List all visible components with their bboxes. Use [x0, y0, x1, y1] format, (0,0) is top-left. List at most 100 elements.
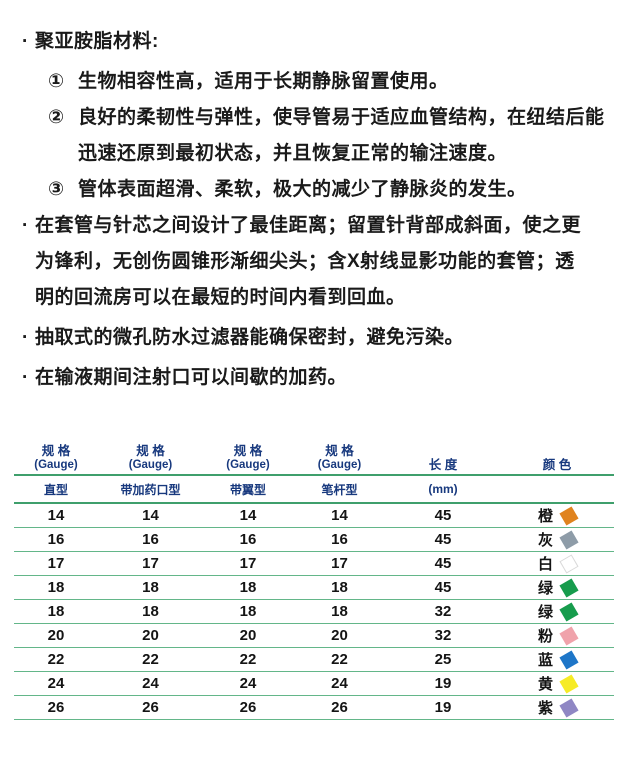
gauge-cell: 17 [239, 555, 257, 572]
gauge-sub-label: (Gauge) [128, 459, 173, 471]
gauge-cell: 18 [331, 603, 348, 620]
gauge-cell: 16 [239, 531, 257, 548]
table-row: 24 24 24 24 19 黄 [14, 672, 614, 696]
color-cell: 灰 [500, 529, 614, 550]
color-swatch-icon [559, 505, 579, 526]
gauge-cell: 16 [331, 531, 348, 548]
gauge-sub-label: (Gauge) [34, 459, 78, 471]
gauge-cell: 24 [331, 675, 348, 692]
type-header-injection-port: 带加药口型 [120, 482, 181, 497]
numbered-item-text: 良好的柔韧性与弹性，使导管易于适应血管结构，在纽结后能迅速还原到最初状态，并且恢… [78, 107, 605, 164]
gauge-cell: 18 [331, 579, 348, 596]
color-cell: 粉 [500, 625, 614, 646]
gauge-cell: 20 [47, 627, 65, 644]
gauge-cell: 17 [47, 555, 65, 572]
gauge-label: 规 格 [325, 444, 354, 458]
gauge-cell: 26 [142, 699, 159, 716]
gauge-cell: 18 [239, 603, 257, 620]
gauge-cell: 22 [239, 651, 257, 668]
gauge-cell: 20 [331, 627, 348, 644]
length-cell: 45 [434, 507, 452, 524]
gauge-cell: 18 [142, 603, 159, 620]
paragraph-text: 在输液期间注射口可以间歇的加药。 [35, 367, 348, 388]
length-unit-header: (mm) [428, 482, 458, 496]
table-header-row-1: 规 格 (Gauge) 规 格 (Gauge) 规 格 (Gauge) 规 格 … [14, 436, 614, 476]
type-header-straight: 直型 [43, 482, 68, 497]
gauge-cell: 20 [142, 627, 159, 644]
color-name-label: 绿 [537, 604, 553, 621]
table-row: 18 18 18 18 45 绿 [14, 576, 614, 600]
numbered-item: ① 生物相容性高，适用于长期静脉留置使用。 [48, 64, 633, 100]
color-cell: 黄 [500, 673, 614, 694]
color-swatch-icon [559, 649, 579, 670]
bullet-marker: · [22, 367, 29, 388]
gauge-cell: 26 [239, 699, 257, 716]
gauge-cell: 24 [47, 675, 65, 692]
color-name-label: 蓝 [537, 652, 553, 669]
gauge-cell: 17 [331, 555, 348, 572]
circled-number-marker: ① [48, 71, 65, 92]
color-name-label: 白 [537, 556, 553, 573]
color-swatch-icon [559, 529, 579, 550]
gauge-cell: 24 [142, 675, 159, 692]
table-row: 20 20 20 20 32 粉 [14, 624, 614, 648]
numbered-item-text: 管体表面超滑、柔软，极大的减少了静脉炎的发生。 [78, 179, 527, 200]
numbered-item-text: 生物相容性高，适用于长期静脉留置使用。 [78, 71, 449, 92]
gauge-cell: 17 [142, 555, 159, 572]
table-body: 14 14 14 14 45 橙 16 16 16 16 45 灰 17 17 17 17 45 白 18 18 18 1… [14, 504, 614, 720]
bullet-marker: · [22, 215, 29, 236]
color-swatch-icon [559, 577, 579, 598]
length-cell: 19 [434, 699, 452, 716]
table-row: 16 16 16 16 45 灰 [14, 528, 614, 552]
gauge-cell: 26 [47, 699, 65, 716]
color-cell: 蓝 [500, 649, 614, 670]
gauge-cell: 18 [239, 579, 257, 596]
color-name-label: 黄 [537, 676, 553, 693]
length-cell: 19 [434, 675, 452, 692]
bullet-paragraph: · 抽取式的微孔防水过滤器能确保密封，避免污染。 [22, 320, 633, 356]
table-row: 14 14 14 14 45 橙 [14, 504, 614, 528]
bullet-paragraph: · 在套管与针芯之间设计了最佳距离；留置针背部成斜面，使之更为锋利，无创伤圆锥形… [22, 208, 633, 316]
gauge-cell: 18 [142, 579, 159, 596]
numbered-item: ③ 管体表面超滑、柔软，极大的减少了静脉炎的发生。 [48, 172, 633, 208]
color-cell: 白 [500, 553, 614, 574]
length-cell: 45 [434, 555, 452, 572]
gauge-cell: 22 [331, 651, 348, 668]
gauge-cell: 26 [331, 699, 348, 716]
type-header-winged: 带翼型 [229, 482, 266, 497]
col-header-gauge-straight: 规 格 (Gauge) [14, 444, 98, 472]
length-cell: 45 [434, 531, 452, 548]
gauge-cell: 18 [47, 603, 65, 620]
gauge-cell: 22 [142, 651, 159, 668]
color-cell: 橙 [500, 505, 614, 526]
gauge-cell: 20 [239, 627, 257, 644]
spec-table: 规 格 (Gauge) 规 格 (Gauge) 规 格 (Gauge) 规 格 … [14, 436, 614, 720]
color-name-label: 紫 [537, 700, 553, 717]
gauge-sub-label: (Gauge) [226, 459, 270, 471]
gauge-cell: 16 [47, 531, 65, 548]
bullet-paragraph: · 聚亚胺脂材料: [22, 24, 633, 60]
color-name-label: 橙 [537, 508, 553, 525]
col-header-gauge-port: 规 格 (Gauge) [98, 444, 203, 472]
length-cell: 32 [434, 603, 452, 620]
gauge-cell: 14 [331, 507, 348, 524]
color-swatch-icon [559, 601, 579, 622]
gauge-cell: 14 [142, 507, 159, 524]
circled-number-marker: ② [48, 107, 65, 128]
circled-number-marker: ③ [48, 179, 65, 200]
feature-list: · 聚亚胺脂材料: ① 生物相容性高，适用于长期静脉留置使用。 ② 良好的柔韧性… [22, 24, 633, 396]
length-cell: 45 [434, 579, 452, 596]
bullet-paragraph: · 在输液期间注射口可以间歇的加药。 [22, 360, 633, 396]
bullet-marker: · [22, 327, 29, 348]
table-row: 17 17 17 17 45 白 [14, 552, 614, 576]
color-name-label: 粉 [537, 628, 553, 645]
color-cell: 紫 [500, 697, 614, 718]
bullet-marker: · [22, 31, 29, 52]
color-label: 颜 色 [542, 458, 572, 472]
color-cell: 绿 [500, 577, 614, 598]
gauge-cell: 24 [239, 675, 257, 692]
gauge-sub-label: (Gauge) [317, 459, 362, 471]
table-row: 26 26 26 26 19 紫 [14, 696, 614, 720]
length-cell: 25 [434, 651, 452, 668]
